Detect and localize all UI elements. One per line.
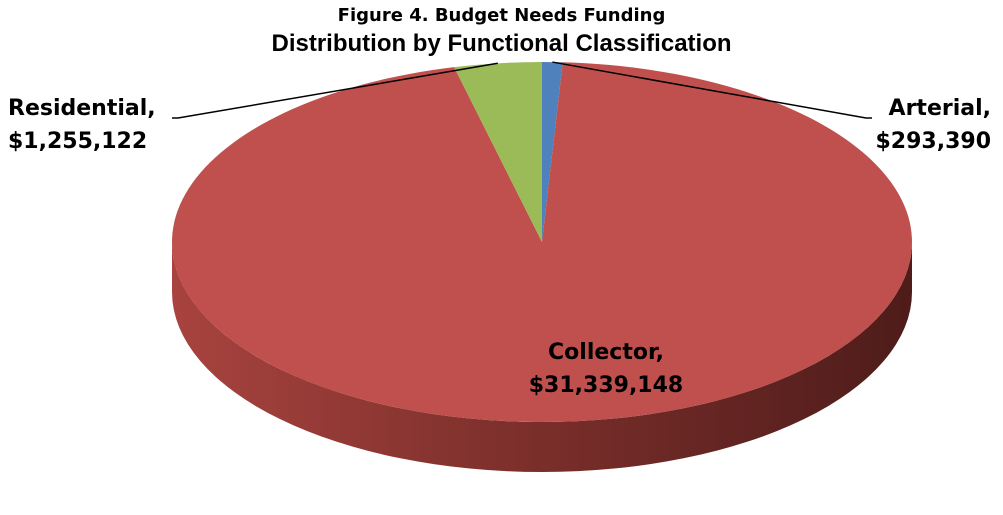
collector-label: Collector, $31,339,148 <box>516 336 696 402</box>
arterial-label-value: $293,390 <box>875 129 991 154</box>
arterial-leader-line <box>552 61 872 119</box>
arterial-label-name: Arterial, <box>888 96 991 121</box>
residential-label-value: $1,255,122 <box>8 129 148 154</box>
residential-leader-line <box>172 62 498 119</box>
chart-title: Figure 4. Budget Needs Funding <box>337 5 666 26</box>
residential-label-name: Residential, <box>8 96 156 121</box>
collector-label-name: Collector, <box>548 340 664 365</box>
residential-label: Residential, $1,255,122 <box>8 92 178 158</box>
pie-slice-residential <box>454 62 542 242</box>
pie-side-wall <box>172 242 912 472</box>
collector-label-value: $31,339,148 <box>528 373 684 398</box>
pie-slice-collector <box>171 62 912 423</box>
arterial-label: Arterial, $293,390 <box>871 92 991 158</box>
pie-slice-arterial <box>542 62 563 242</box>
chart-subtitle: Distribution by Functional Classificatio… <box>271 30 732 57</box>
